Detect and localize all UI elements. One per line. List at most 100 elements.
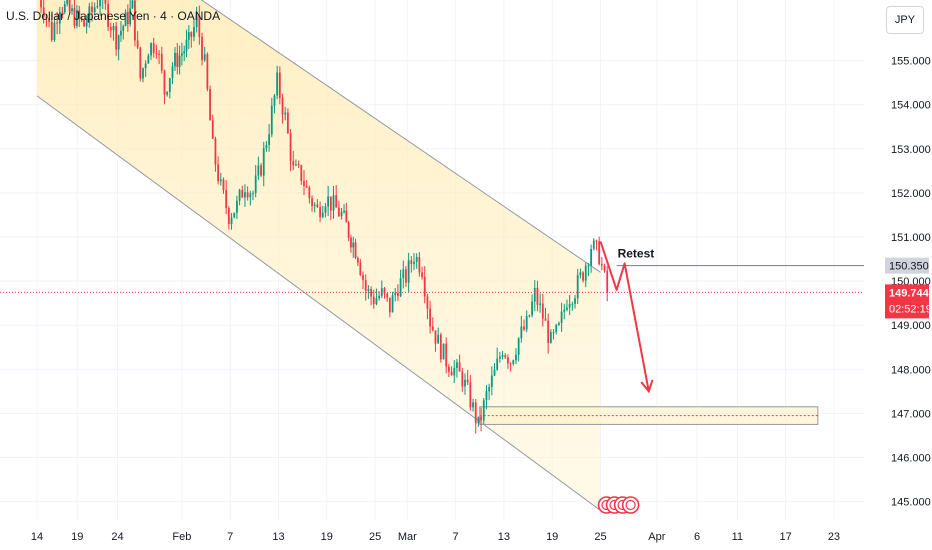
candle-body: [276, 72, 279, 96]
currency-selector[interactable]: JPY: [886, 6, 924, 34]
candle-body: [122, 26, 125, 31]
candle-body: [284, 112, 287, 115]
candle-body: [378, 295, 381, 299]
candle-body: [359, 262, 362, 275]
candle-body: [388, 297, 391, 313]
candle-body: [434, 330, 437, 344]
candle-body: [402, 269, 405, 279]
candle-body: [335, 195, 338, 208]
candle-body: [109, 26, 112, 31]
candle-body: [603, 265, 606, 271]
candle-body: [399, 278, 402, 297]
candle-body: [415, 257, 418, 262]
candle-body: [340, 212, 343, 217]
candle-body: [257, 165, 260, 176]
candle-body: [582, 272, 584, 281]
candle-body: [568, 303, 571, 308]
candle-body: [58, 11, 61, 24]
candle-body: [187, 32, 190, 40]
candle-body: [66, 0, 69, 4]
candle-body: [541, 303, 544, 319]
candle-body: [316, 204, 319, 207]
channel-lower-line[interactable]: [36, 95, 601, 511]
candle-body: [482, 400, 485, 421]
candle-body: [431, 326, 434, 331]
candle-body: [300, 165, 303, 181]
chart-title: U.S. Dollar / Japanese Yen · 4 · OANDA: [6, 9, 221, 23]
candle-body: [289, 133, 292, 162]
candle-body: [343, 210, 345, 213]
candle-body: [131, 0, 134, 9]
candle-body: [40, 0, 42, 8]
candle-body: [347, 222, 350, 238]
candle-body: [321, 212, 324, 218]
time-tick: Mar: [398, 531, 417, 543]
candle-body: [423, 276, 426, 297]
candle-body: [477, 416, 480, 424]
candle-body: [262, 148, 265, 176]
candle-body: [61, 11, 64, 13]
time-axis[interactable]: 14 19 24 Feb 7 13 19 25 Mar 7 13 19 25 Apr 6 11 17 23: [31, 531, 840, 543]
candle-body: [606, 270, 609, 293]
candle-body: [134, 0, 136, 41]
candle-body: [445, 343, 448, 367]
bar-countdown: 02:52:19: [889, 303, 932, 315]
candle-body: [383, 288, 386, 294]
current-price-value: 149.744: [889, 287, 930, 299]
time-tick: 11: [732, 531, 743, 543]
price-tick: 155.000: [891, 56, 931, 68]
candle-body: [174, 52, 176, 67]
candle-body: [563, 309, 566, 312]
candle-body: [117, 35, 120, 50]
candle-body: [48, 18, 50, 22]
candle-body: [501, 354, 504, 357]
candle-body: [450, 371, 453, 376]
candle-body: [104, 0, 107, 4]
candle-body: [303, 180, 305, 186]
candle-body: [230, 217, 233, 225]
candle-body: [308, 187, 311, 199]
candle-body: [305, 185, 308, 188]
price-tick: 145.000: [891, 497, 931, 509]
candle-body: [372, 296, 375, 305]
candle-body: [592, 240, 595, 249]
time-tick: 13: [498, 531, 510, 543]
candle-body: [429, 308, 432, 327]
candle-body: [71, 8, 73, 12]
candle-body: [598, 241, 601, 265]
candle-body: [50, 21, 53, 40]
candle-body: [504, 354, 507, 358]
candle-body: [147, 55, 150, 64]
candle-body: [168, 78, 171, 92]
price-tick: 151.000: [891, 232, 931, 244]
candle-body: [439, 334, 442, 360]
economic-events[interactable]: [597, 496, 640, 514]
event-marker[interactable]: [621, 496, 640, 514]
candle-body: [150, 43, 152, 56]
candle-body: [99, 0, 101, 7]
candle-body: [68, 0, 71, 12]
time-tick: 6: [694, 531, 700, 543]
candle-body: [469, 382, 472, 408]
candle-body: [587, 265, 590, 267]
time-tick: Apr: [648, 531, 665, 543]
price-axis[interactable]: 145.000146.000147.000148.000149.000150.0…: [891, 56, 931, 509]
candlestick-series: [40, 0, 609, 434]
candle-body: [458, 362, 461, 372]
candle-body: [558, 322, 560, 325]
price-tick: 147.000: [891, 408, 931, 420]
candle-body: [576, 275, 579, 299]
candle-body: [528, 315, 531, 317]
candle-body: [474, 402, 477, 424]
candle-body: [464, 379, 466, 387]
candle-body: [203, 54, 206, 61]
projection-arrow[interactable]: [599, 241, 650, 392]
candle-body: [352, 242, 355, 248]
candle-body: [129, 8, 132, 25]
candle-body: [185, 39, 188, 52]
candle-body: [574, 298, 576, 304]
channel-upper-line[interactable]: [109, 0, 601, 273]
candle-body: [375, 298, 378, 305]
candle-body: [88, 6, 91, 23]
